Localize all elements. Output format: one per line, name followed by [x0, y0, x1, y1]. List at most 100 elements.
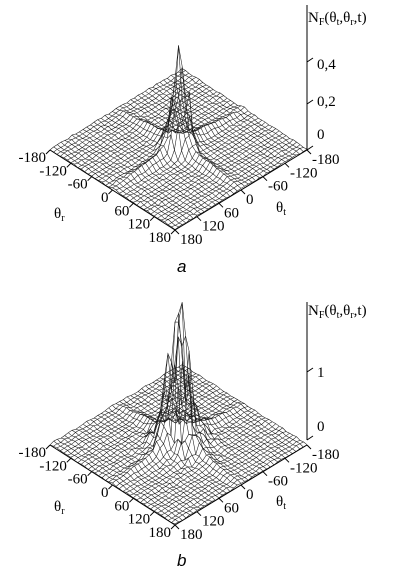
mesh-line-i-1 [53, 70, 186, 153]
mesh-line-j-27 [148, 88, 275, 170]
panel-label-a: a [177, 257, 186, 276]
theta-t-tick-label-5: 120 [202, 219, 225, 235]
theta-t-tick-3 [240, 189, 246, 195]
mesh-line-j-10 [86, 126, 212, 208]
theta-r-tick-4 [128, 202, 134, 208]
mesh-line-j-9 [82, 129, 209, 210]
theta-t-tick-label-4: 60 [224, 205, 239, 221]
mesh-line-j-13 [97, 119, 223, 201]
theta-r-tick-0 [45, 444, 51, 450]
theta-t-tick-label-6: 180 [180, 527, 203, 543]
mesh-line-j-36 [181, 364, 308, 445]
theta-r-tick-0 [45, 149, 51, 155]
mesh-line-j-12 [93, 121, 220, 203]
mesh-line-i-3 [60, 75, 193, 157]
theta-r-tick-2 [87, 176, 93, 182]
mesh-line-j-26 [145, 90, 271, 172]
z-tick-0-b [306, 435, 314, 441]
mesh-line-j-2 [57, 144, 183, 225]
theta-t-tick-label-4: 60 [224, 500, 239, 516]
theta-t-tick-label-0: -180 [312, 447, 340, 463]
mesh-line-i-29 [150, 133, 283, 215]
z-tick-1-b [306, 367, 314, 373]
theta-r-tick-label-4: 60 [114, 203, 129, 219]
mesh-line-j-30 [159, 82, 286, 162]
mesh-line-j-1 [53, 146, 179, 228]
z-tick-label-0-b: 0 [317, 419, 325, 435]
mesh-line-j-34 [174, 367, 300, 450]
theta-t-label-b: θt [276, 494, 286, 512]
mesh-line-j-32 [167, 78, 293, 158]
theta-r-tick-4 [128, 497, 134, 503]
mesh-line-j-32 [167, 372, 293, 454]
theta-r-tick-6 [170, 229, 176, 235]
z-tick-label-1-b: 1 [317, 365, 325, 381]
mesh-line-i-2 [56, 368, 190, 449]
theta-t-tick-label-3: 0 [246, 487, 254, 503]
mesh-line-j-4 [64, 435, 190, 515]
mesh-line-j-33 [170, 369, 297, 452]
theta-r-tick-label-2: -60 [68, 472, 88, 488]
mesh-line-j-28 [152, 87, 278, 168]
mesh-line-j-35 [178, 366, 304, 448]
mesh-line-j-14 [101, 118, 227, 198]
mesh-line-j-33 [170, 74, 297, 156]
mesh-line-j-14 [101, 413, 227, 494]
theta-r-label-a: θr [54, 206, 65, 224]
theta-r-tick-label-6: 180 [149, 525, 172, 541]
z-axis-a: 0 0,2 0,4 NF(θt,θr,t) [306, 5, 367, 151]
mesh-line-j-15 [104, 115, 231, 197]
z-axis-label-a: NF(θt,θr,t) [308, 10, 367, 28]
mesh-line-j-23 [134, 97, 260, 178]
mesh-line-j-25 [141, 93, 267, 173]
mesh-line-j-17 [112, 337, 238, 486]
theta-t-tick-label-5: 120 [202, 514, 225, 530]
mesh-line-j-11 [90, 419, 216, 501]
mesh-line-j-9 [82, 423, 209, 505]
mesh-line-j-24 [137, 94, 264, 177]
mesh-line-j-21 [126, 396, 253, 478]
mesh-line-j-3 [60, 141, 187, 224]
theta-r-tick-label-3: 0 [101, 485, 109, 501]
mesh-line-j-30 [159, 377, 286, 459]
theta-r-tick-label-5: 120 [128, 217, 151, 233]
mesh-line-j-16 [108, 96, 234, 194]
mesh-line-i-16 [105, 353, 238, 481]
mesh-line-j-8 [79, 131, 205, 213]
theta-r-tick-label-0: -180 [19, 150, 47, 166]
mesh-line-j-6 [71, 430, 198, 511]
mesh-line-i-14 [98, 395, 231, 476]
mesh-line-j-27 [148, 384, 275, 466]
mesh-line-j-24 [137, 391, 264, 472]
surface-plot-a: 0 0,2 0,4 NF(θt,θr,t) -180-120-600601201… [19, 5, 367, 276]
z-axis-label-b: NF(θt,θr,t) [308, 303, 367, 321]
mesh-line-j-2 [57, 439, 183, 521]
theta-r-tick-5 [149, 511, 155, 517]
panel-label-b: b [177, 551, 186, 570]
theta-r-label-b: θr [54, 499, 65, 517]
mesh-line-j-23 [134, 393, 260, 474]
theta-r-tick-3 [108, 189, 113, 195]
theta-t-tick-3 [240, 484, 246, 490]
theta-r-tick-6 [170, 524, 176, 530]
mesh-line-j-15 [104, 404, 231, 492]
mesh-line-j-4 [64, 140, 190, 220]
mesh-line-j-12 [93, 417, 220, 499]
mesh-line-j-5 [68, 138, 194, 219]
theta-t-tick-2 [262, 176, 268, 182]
theta-t-tick-1 [284, 162, 290, 168]
theta-t-tick-0 [306, 444, 312, 450]
theta-r-tick-label-6: 180 [149, 230, 172, 246]
theta-r-tick-1 [66, 457, 72, 463]
mesh-line-j-21 [126, 102, 253, 183]
theta-t-tick-label-6: 180 [180, 232, 203, 248]
z-tick-label-0-a: 0 [317, 127, 325, 143]
mesh-line-i-11 [88, 388, 221, 470]
mesh-line-j-34 [174, 73, 300, 155]
mesh-line-j-13 [97, 415, 223, 496]
theta-t-tick-1 [284, 457, 290, 463]
